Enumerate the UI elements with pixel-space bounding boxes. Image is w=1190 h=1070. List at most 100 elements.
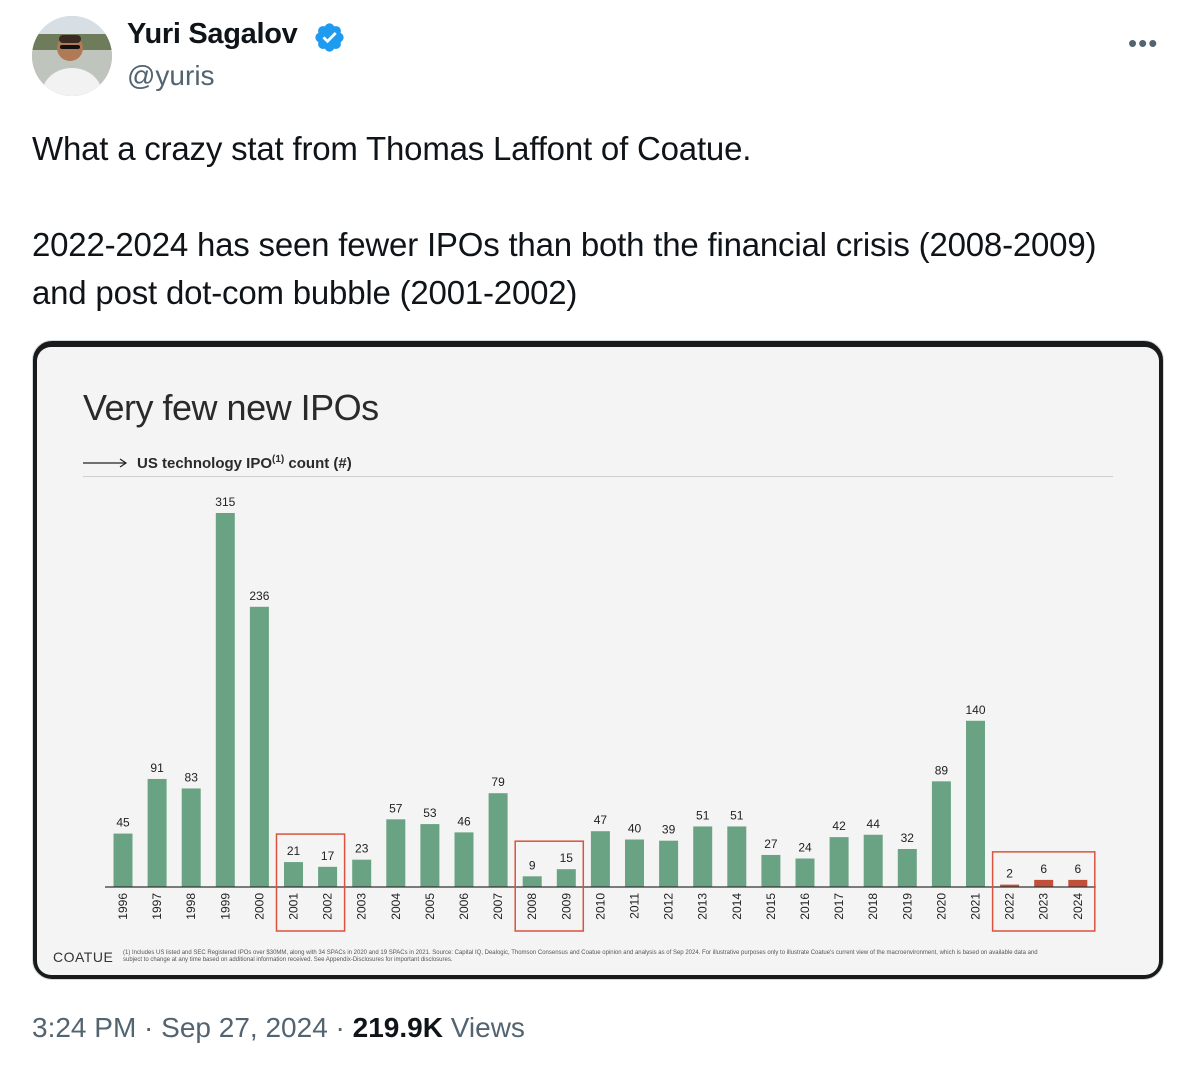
data-label-2005: 53 [423, 806, 437, 820]
data-label-2016: 24 [798, 841, 812, 855]
data-label-2018: 44 [867, 817, 881, 831]
bar-2010 [590, 831, 610, 887]
bar-1998 [181, 788, 201, 887]
tick-label-2019: 2019 [900, 893, 914, 920]
tick-label-2002: 2002 [321, 893, 335, 920]
views-label: Views [442, 1012, 525, 1043]
data-label-1999: 315 [215, 495, 235, 509]
slide: Very few new IPOs US technology IPO(1) c… [37, 347, 1159, 975]
tick-label-2020: 2020 [934, 893, 948, 920]
highlight-box-2022-2024 [991, 851, 1096, 932]
tick-label-2015: 2015 [764, 893, 778, 920]
tick-label-2006: 2006 [457, 893, 471, 920]
data-label-2010: 47 [594, 813, 608, 827]
tick-label-2004: 2004 [389, 893, 403, 920]
data-label-2000: 236 [249, 589, 269, 603]
data-label-1997: 91 [150, 761, 164, 775]
tick-label-2014: 2014 [730, 893, 744, 920]
author-name[interactable]: Yuri Sagalov [127, 18, 298, 50]
data-label-2011: 40 [628, 822, 642, 836]
tick-label-2005: 2005 [423, 893, 437, 920]
bar-1999 [215, 513, 235, 887]
bar-2023 [1034, 879, 1054, 887]
views-count[interactable]: 219.9K [352, 1012, 443, 1043]
bar-2014 [727, 826, 747, 887]
data-label-2023: 6 [1040, 862, 1047, 876]
tick-label-2021: 2021 [969, 893, 983, 920]
bar-2024 [1068, 879, 1088, 887]
ipo-bar-chart: 4519969119978319983151999236200021200117… [105, 495, 1096, 932]
highlight-box-2008-2009 [514, 840, 585, 932]
verified-badge-icon [315, 23, 344, 52]
tweet-media[interactable]: Very few new IPOs US technology IPO(1) c… [32, 340, 1164, 980]
tick-label-2000: 2000 [252, 893, 266, 920]
data-label-2013: 51 [696, 808, 710, 822]
tick-label-2013: 2013 [696, 893, 710, 920]
bar-2000 [249, 606, 269, 887]
tick-label-1996: 1996 [116, 893, 130, 920]
bar-2011 [625, 839, 644, 887]
data-label-2017: 42 [832, 819, 846, 833]
title-divider [83, 476, 1113, 477]
bar-2007 [488, 793, 508, 887]
bar-2008 [522, 876, 542, 887]
tick-label-2007: 2007 [491, 893, 505, 920]
data-label-2004: 57 [389, 801, 403, 815]
tweet-text: What a crazy stat from Thomas Laffont of… [32, 130, 1097, 311]
tick-label-2003: 2003 [355, 893, 369, 920]
tick-label-2017: 2017 [832, 893, 846, 920]
data-label-2014: 51 [730, 808, 744, 822]
bar-2021 [966, 720, 985, 887]
data-label-1996: 45 [116, 816, 130, 830]
tweet-date[interactable]: Sep 27, 2024 [161, 1012, 328, 1043]
tweet-meta: 3:24 PM · Sep 27, 2024 · 219.9K Views [32, 1012, 525, 1044]
data-label-2015: 27 [764, 837, 778, 851]
data-label-1998: 83 [185, 770, 199, 784]
tick-label-2008: 2008 [525, 893, 539, 920]
tick-label-2011: 2011 [628, 893, 642, 919]
bar-2022 [1000, 884, 1020, 887]
bar-2017 [829, 837, 849, 887]
bar-2018 [863, 834, 883, 887]
tick-label-1999: 1999 [218, 893, 232, 920]
bar-2004 [386, 819, 406, 887]
data-label-2008: 9 [529, 858, 536, 872]
bar-2019 [897, 849, 917, 887]
bar-2003 [352, 859, 372, 887]
avatar[interactable] [32, 16, 112, 96]
bar-2001 [284, 862, 303, 887]
author-handle[interactable]: @yuris [127, 60, 215, 91]
chart-subtitle: US technology IPO(1) count (#) [137, 454, 352, 472]
data-label-2009: 15 [560, 851, 574, 865]
bar-2013 [693, 826, 713, 887]
tick-label-2018: 2018 [866, 893, 880, 920]
tick-label-1998: 1998 [184, 893, 198, 920]
bar-2015 [761, 854, 781, 887]
tick-label-2016: 2016 [798, 893, 812, 920]
coatue-logo: COATUE [53, 949, 114, 965]
bar-2020 [931, 781, 951, 887]
data-label-2020: 89 [935, 763, 949, 777]
tick-label-1997: 1997 [150, 893, 164, 920]
separator: · [327, 1012, 353, 1043]
tweet-time[interactable]: 3:24 PM [32, 1012, 137, 1043]
tick-label-2023: 2023 [1037, 893, 1051, 920]
tick-label-2024: 2024 [1071, 893, 1085, 920]
tick-label-2009: 2009 [559, 893, 573, 920]
data-label-2022: 2 [1006, 867, 1013, 881]
arrow-right-icon [83, 458, 128, 468]
highlight-box-2001-2002 [275, 833, 346, 932]
bar-1997 [147, 778, 167, 887]
data-label-2006: 46 [457, 814, 471, 828]
separator: · [136, 1012, 162, 1043]
tick-label-2012: 2012 [662, 893, 676, 920]
slide-title: Very few new IPOs [83, 387, 379, 428]
bar-1996 [113, 833, 133, 887]
bar-2006 [454, 832, 474, 887]
data-label-2012: 39 [662, 823, 676, 837]
more-options-icon[interactable]: ••• [1128, 28, 1159, 58]
bar-2009 [556, 869, 576, 887]
footnote: (1) Includes US listed and SEC Registere… [123, 950, 1038, 963]
tick-label-2001: 2001 [287, 893, 301, 920]
data-label-2007: 79 [491, 775, 505, 789]
